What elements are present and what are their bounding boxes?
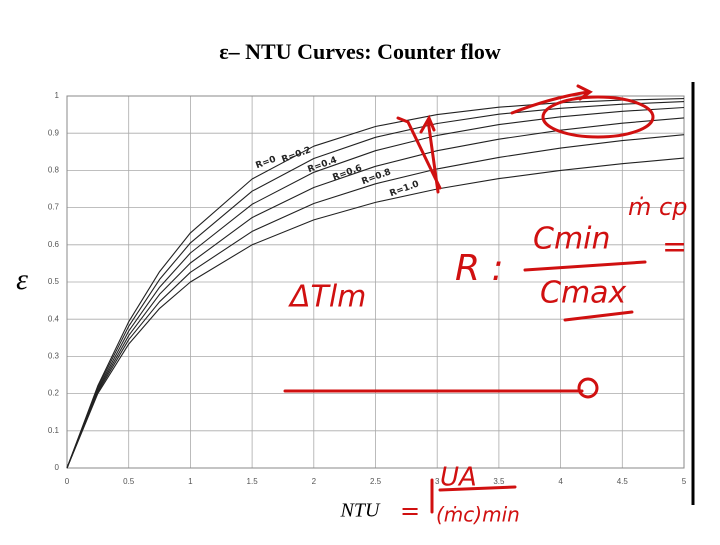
fraction-stroke — [430, 260, 647, 514]
curve — [66, 134, 685, 469]
annotation: ṁ cp — [628, 193, 687, 221]
curve — [66, 106, 685, 469]
y-tick-label: 0.7 — [48, 203, 60, 212]
x-tick-label: 3.5 — [493, 477, 505, 486]
x-tick-label: 5 — [682, 477, 687, 486]
plot-frame — [66, 95, 685, 469]
annotation: Cmin — [533, 222, 611, 257]
curve — [66, 157, 685, 469]
arrow-stroke — [510, 84, 593, 115]
x-tick-label: 4 — [558, 477, 563, 486]
x-tick-label: 2 — [312, 477, 317, 486]
arrow-stroke — [396, 114, 442, 194]
annotation: Cmax — [540, 276, 627, 311]
annotation: ΔTlm — [288, 280, 366, 315]
handwriting — [283, 84, 655, 514]
annotation: (ṁc)min — [436, 503, 520, 527]
circle-stroke — [541, 95, 655, 139]
curve-label: R=0.6 — [331, 163, 363, 183]
y-tick-label: 1 — [55, 91, 60, 100]
curve-label: R=0 — [254, 155, 277, 171]
annotation: = — [662, 230, 687, 265]
y-tick-label: 0.3 — [48, 352, 60, 361]
annotation: = — [400, 497, 420, 525]
annotation: R : — [455, 248, 504, 289]
y-axis-label: ε — [16, 263, 28, 296]
circle-stroke — [577, 377, 599, 399]
y-tick-label: 0.8 — [48, 166, 60, 175]
x-tick-label: 4.5 — [617, 477, 629, 486]
curve — [66, 101, 685, 469]
y-tick-label: 0.2 — [48, 389, 60, 398]
x-tick-label: 2.5 — [370, 477, 382, 486]
y-tick-label: 0.6 — [48, 240, 60, 249]
x-tick-label: 1.5 — [247, 477, 259, 486]
x-tick-label: 0 — [65, 477, 70, 486]
y-tick-label: 0.9 — [48, 128, 60, 137]
y-tick-label: 0 — [55, 463, 60, 472]
plot-area: 0 0.1 0.2 0.3 0.4 0.5 0.6 0.7 0.8 0.9 1 0 0.5 1 1.5 2 2.… — [48, 91, 687, 486]
y-tick-label: 0.5 — [48, 277, 60, 286]
y-tick-label: 0.1 — [48, 426, 60, 435]
x-tick-label: 0.5 — [123, 477, 135, 486]
chart-title: ε– NTU Curves: Counter flow — [219, 39, 501, 64]
x-tick-label: 3 — [435, 477, 440, 486]
annotation: UA — [440, 463, 477, 493]
x-tick-label: 1 — [188, 477, 193, 486]
x-axis-label: NTU — [340, 500, 381, 522]
y-tick-label: 0.4 — [48, 314, 60, 323]
